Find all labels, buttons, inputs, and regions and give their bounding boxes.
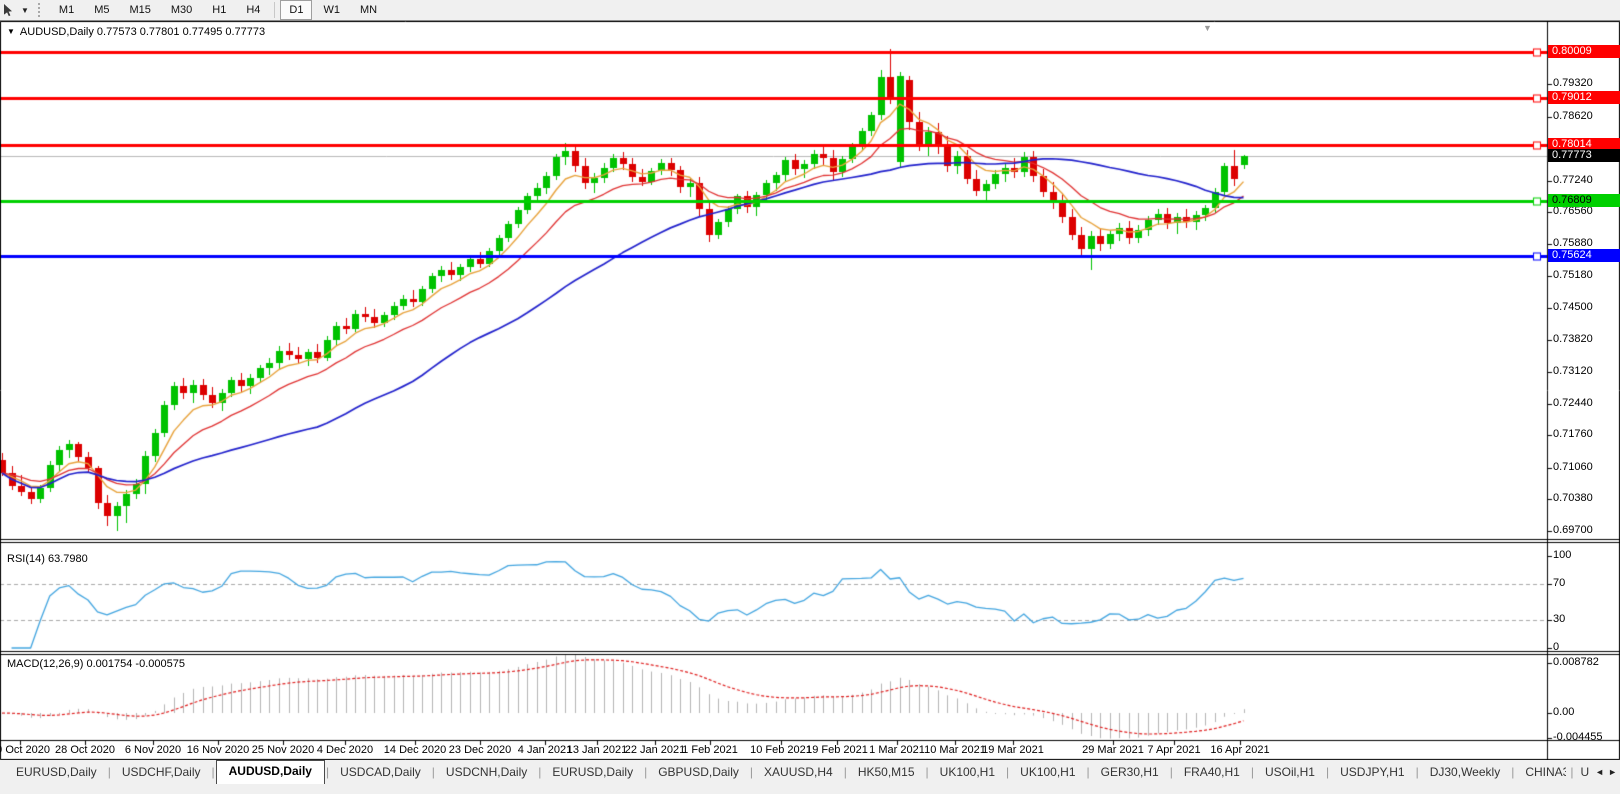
chart-canvas[interactable] xyxy=(0,21,1620,760)
tab-separator: | xyxy=(1325,765,1330,779)
tab-separator: | xyxy=(1006,765,1010,779)
timeframe-button-h1[interactable]: H1 xyxy=(212,4,227,16)
timeframe-button-w1[interactable]: W1 xyxy=(323,4,340,16)
tab-separator: | xyxy=(538,765,542,779)
toolbar-grip[interactable] xyxy=(37,3,45,17)
tab-eurusd-daily[interactable]: EURUSD,Daily xyxy=(552,765,634,779)
tab-fra40-h1[interactable]: FRA40,H1 xyxy=(1183,765,1240,779)
cursor-tool-icon[interactable] xyxy=(0,1,19,19)
tab-usdcad-daily[interactable]: USDCAD,Daily xyxy=(340,765,421,779)
tab-usoil-h1[interactable]: USOil,H1 xyxy=(1264,765,1315,779)
timeframe-toolbar: ▼ M1 M5 M15 M30 H1 H4 D1 W1 MN xyxy=(0,0,1620,21)
chart-window: ▼ AUDUSD,Daily 0.77573 0.77801 0.77495 0.… xyxy=(0,21,1620,760)
tab-audusd-daily[interactable]: AUDUSD,Daily xyxy=(215,760,325,784)
tab-separator: | xyxy=(1415,765,1419,779)
tab-separator: | xyxy=(107,765,111,779)
timeframe-button-mn[interactable]: MN xyxy=(359,4,378,16)
timeframe-button-m5[interactable]: M5 xyxy=(94,4,110,16)
tab-overflow[interactable]: U xyxy=(1580,764,1590,779)
tab-scroll-right-button[interactable]: ► xyxy=(1608,767,1617,777)
tab-separator: | xyxy=(1570,765,1574,779)
cursor-icon xyxy=(4,4,12,17)
tab-uk100-h1[interactable]: UK100,H1 xyxy=(939,765,996,779)
tab-separator: | xyxy=(843,765,847,779)
tab-separator: | xyxy=(925,765,929,779)
chart-tab-bar: EURUSD,Daily | USDCHF,Daily | AUDUSD,Daily | U… xyxy=(0,760,1620,794)
tab-china300-h1[interactable]: CHINA300,H1 xyxy=(1525,765,1567,779)
timeframe-button-m15[interactable]: M15 xyxy=(129,4,151,16)
tab-separator: | xyxy=(431,765,435,779)
cursor-tool-dropdown-icon[interactable]: ▼ xyxy=(21,5,29,15)
tab-separator: | xyxy=(644,765,648,779)
timeframe-button-d1[interactable]: D1 xyxy=(280,0,313,20)
tab-separator: | xyxy=(749,765,754,779)
tab-separator: | xyxy=(211,765,215,779)
timeframe-button-m30[interactable]: M30 xyxy=(170,4,193,16)
chart-tabs: EURUSD,Daily | USDCHF,Daily | AUDUSD,Daily | U… xyxy=(0,760,1566,784)
tab-usdchf-daily[interactable]: USDCHF,Daily xyxy=(121,765,201,779)
tab-dj30-weekly[interactable]: DJ30,Weekly xyxy=(1429,765,1501,779)
timeframe-button-h4[interactable]: H4 xyxy=(246,4,261,16)
tab-scroll-controls: | U ◄ ► xyxy=(1566,760,1620,784)
tab-xauusd-h4[interactable]: XAUUSD,H4 xyxy=(764,765,833,779)
toolbar-separator xyxy=(274,2,276,18)
tab-separator: | xyxy=(1086,765,1090,779)
tab-usdcnh-daily[interactable]: USDCNH,Daily xyxy=(445,765,528,779)
tab-hk50-m15[interactable]: HK50,M15 xyxy=(857,765,915,779)
tab-uk100-h1[interactable]: UK100,H1 xyxy=(1020,765,1076,779)
timeframe-buttons: M1 M5 M15 M30 H1 H4 D1 W1 MN xyxy=(49,0,387,20)
tab-separator: | xyxy=(1250,765,1254,779)
tab-separator: | xyxy=(325,765,330,779)
tab-ger30-h1[interactable]: GER30,H1 xyxy=(1100,765,1159,779)
tab-separator: | xyxy=(1511,765,1515,779)
tab-usdjpy-h1[interactable]: USDJPY,H1 xyxy=(1340,765,1405,779)
tab-eurusd-daily[interactable]: EURUSD,Daily xyxy=(16,765,97,779)
tab-gbpusd-daily[interactable]: GBPUSD,Daily xyxy=(658,765,739,779)
tab-scroll-left-button[interactable]: ◄ xyxy=(1595,767,1605,777)
timeframe-button-m1[interactable]: M1 xyxy=(58,4,75,16)
tab-separator: | xyxy=(1169,765,1173,779)
